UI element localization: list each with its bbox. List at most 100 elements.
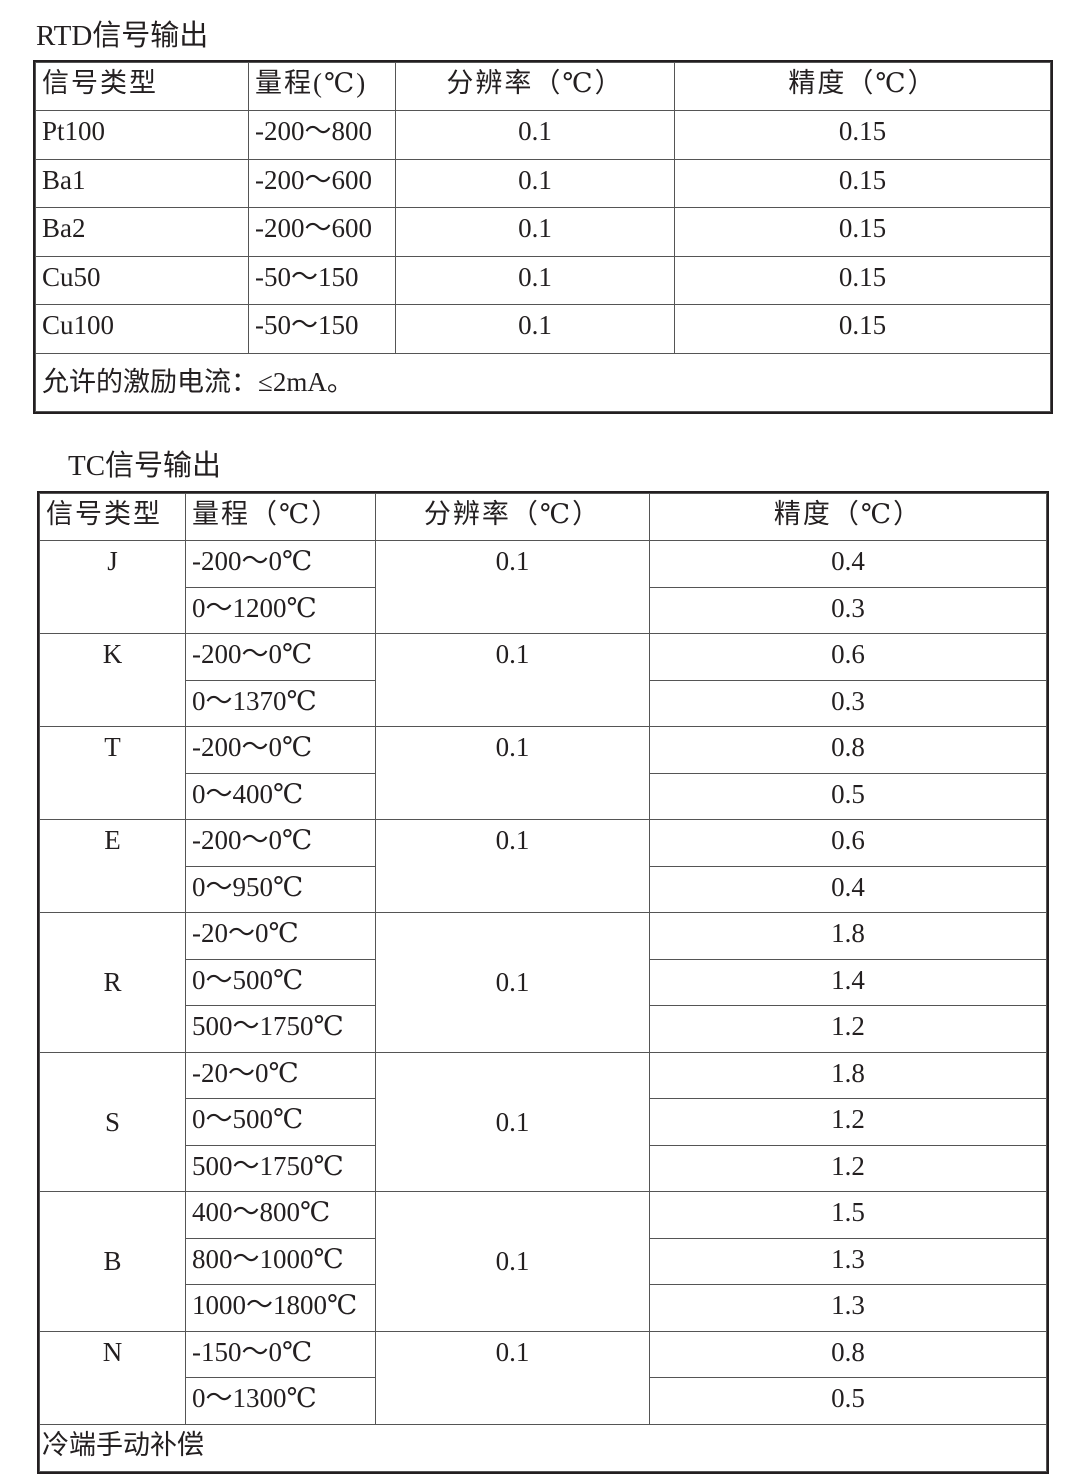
rtd-table: 信号类型 量程(℃) 分辨率（℃） 精度（℃） Pt100 -200～800 0.1… [33,60,1053,414]
tc-section-title: TC信号输出 [68,450,222,482]
signal-type: R [39,912,186,1053]
range: 0～1300℃ [185,1377,376,1425]
table-row: 500～1750℃ 1.2 [40,1005,1047,1053]
header-accuracy: 精度（℃） [674,62,1051,111]
range: -50～150 [248,304,396,354]
resolution: 0.1 [375,912,650,1053]
header-accuracy: 精度（℃） [649,493,1047,541]
range: -20～0℃ [185,912,376,960]
resolution: 0.1 [375,819,650,913]
range: 0～1200℃ [185,586,376,634]
range: 0～500℃ [185,958,376,1006]
accuracy: 1.3 [649,1237,1047,1285]
resolution: 0.1 [375,540,650,634]
range: 0～500℃ [185,1098,376,1146]
rtd-header-row: 信号类型 量程(℃) 分辨率（℃） 精度（℃） [35,62,1051,111]
resolution: 0.1 [375,726,650,820]
accuracy: 0.15 [674,110,1051,160]
footer-row: 允许的激励电流：≤2mA。 [35,352,1051,412]
table-row: E -200～0℃ 0.1 0.6 [39,819,1047,913]
accuracy: 0.4 [649,865,1047,913]
resolution: 0.1 [395,110,675,160]
signal-type: Pt100 [35,110,249,160]
header-resolution: 分辨率（℃） [375,493,650,541]
range: 0～1370℃ [185,679,376,727]
range: 500～1750℃ [185,1005,376,1053]
range: -200～600 [248,158,396,208]
resolution: 0.1 [395,304,675,354]
accuracy: 0.6 [649,633,1047,681]
range: 0～400℃ [185,772,376,820]
signal-type: S [39,1051,186,1192]
resolution: 0.1 [375,1051,650,1192]
accuracy: 0.15 [674,255,1051,305]
table-row: Cu100 -50～150 0.1 0.15 [35,304,1051,354]
accuracy: 0.8 [649,1330,1047,1378]
accuracy: 0.15 [674,158,1051,208]
accuracy: 1.8 [649,1051,1047,1099]
accuracy: 0.8 [649,726,1047,774]
header-range: 量程（℃） [185,493,376,541]
accuracy: 0.5 [649,772,1047,820]
resolution: 0.1 [375,1330,650,1425]
accuracy: 0.15 [674,304,1051,354]
signal-type: Ba2 [35,207,249,257]
excitation-current-note: 允许的激励电流：≤2mA。 [35,352,1051,412]
accuracy: 0.3 [649,586,1047,634]
signal-type: E [39,819,186,913]
table-row: 0～500℃ 1.4 [40,958,1047,1006]
range: -200～0℃ [185,819,376,867]
accuracy: 0.3 [649,679,1047,727]
header-resolution: 分辨率（℃） [395,62,675,111]
header-signal-type: 信号类型 [35,62,249,111]
range: 800～1000℃ [185,1237,376,1285]
header-range: 量程(℃) [248,62,396,111]
accuracy: 1.5 [649,1191,1047,1239]
accuracy: 0.5 [649,1377,1047,1425]
accuracy: 0.6 [649,819,1047,867]
table-row: Cu50 -50～150 0.1 0.15 [35,255,1051,305]
table-row: 0～1200℃ 0.3 [40,586,1047,634]
table-row: 0～1300℃ 0.5 [40,1377,1047,1425]
range: -200～0℃ [185,540,376,588]
resolution: 0.1 [395,207,675,257]
accuracy: 1.2 [649,1005,1047,1053]
accuracy: 1.8 [649,912,1047,960]
tc-table: 信号类型 量程（℃） 分辨率（℃） 精度（℃） J -200～0℃ 0.1 0.4 0～… [37,491,1049,1474]
table-row: 500～1750℃ 1.2 [40,1144,1047,1192]
accuracy: 1.3 [649,1284,1047,1332]
table-row: 1000～1800℃ 1.3 [40,1284,1047,1332]
range: 0～950℃ [185,865,376,913]
table-row: J -200～0℃ 0.1 0.4 [39,540,1047,634]
rtd-section-title: RTD信号输出 [36,20,209,52]
cold-junction-note: 冷端手动补偿 [39,1423,1047,1472]
range: -200～0℃ [185,726,376,774]
table-row: Pt100 -200～800 0.1 0.15 [35,110,1051,160]
range: -20～0℃ [185,1051,376,1099]
table-row: N -150～0℃ 0.1 0.8 [39,1330,1047,1425]
table-row: 0～500℃ 1.2 [40,1098,1047,1146]
table-row: 0～400℃ 0.5 [40,772,1047,820]
signal-type: K [39,633,186,727]
accuracy: 0.15 [674,207,1051,257]
accuracy: 1.4 [649,958,1047,1006]
range: -200～800 [248,110,396,160]
resolution: 0.1 [395,158,675,208]
range: 400～800℃ [185,1191,376,1239]
range: -200～600 [248,207,396,257]
signal-type: J [39,540,186,634]
range: 1000～1800℃ [185,1284,376,1332]
signal-type: Cu100 [35,304,249,354]
accuracy: 1.2 [649,1144,1047,1192]
range: -150～0℃ [185,1330,376,1378]
table-row: Ba1 -200～600 0.1 0.15 [35,158,1051,208]
footer-row: 冷端手动补偿 [39,1423,1047,1472]
resolution: 0.1 [395,255,675,305]
signal-type: Cu50 [35,255,249,305]
range: -50～150 [248,255,396,305]
header-signal-type: 信号类型 [39,493,186,541]
table-row: S -20～0℃ 0.1 1.8 [39,1051,1047,1192]
resolution: 0.1 [375,1191,650,1332]
signal-type: B [39,1191,186,1332]
range: 500～1750℃ [185,1144,376,1192]
